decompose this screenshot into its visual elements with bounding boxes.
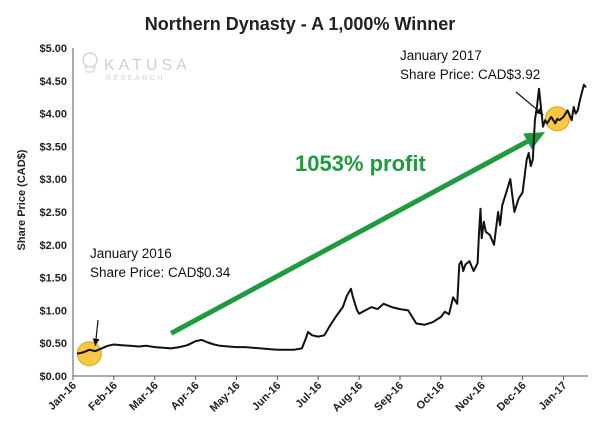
- y-tick-label: $0.00: [39, 371, 67, 383]
- profit-label: 1053% profit: [295, 151, 426, 176]
- x-tick-label: Sep-16: [372, 380, 406, 414]
- y-tick-label: $3.00: [39, 174, 67, 186]
- chart-title: Northern Dynasty - A 1,000% Winner: [145, 14, 456, 34]
- y-tick-label: $1.50: [39, 273, 67, 285]
- x-tick-label: Jul-16: [293, 380, 324, 411]
- annotation-start-date: January 2016: [90, 246, 172, 261]
- x-tick-label: Mar-16: [127, 380, 161, 414]
- y-tick-label: $0.50: [39, 338, 67, 350]
- y-axis-label: Share Price (CAD$): [16, 149, 28, 250]
- annotation-start-price: Share Price: CAD$0.34: [90, 265, 231, 280]
- series-line-share-price: [76, 83, 587, 355]
- x-tick-label: Aug-16: [330, 380, 365, 415]
- watermark-logo: KATUSA RESEARCH: [82, 52, 191, 82]
- x-tick-label: Dec-16: [495, 380, 529, 414]
- annotation-end-price: Share Price: CAD$3.92: [400, 67, 540, 82]
- annotation-end-date: January 2017: [400, 48, 482, 63]
- y-tick-label: $2.00: [39, 240, 67, 252]
- x-tick-label: May-16: [208, 380, 243, 415]
- x-tick-label: Apr-16: [169, 380, 202, 413]
- y-tick-label: $3.50: [39, 141, 67, 153]
- y-tick-labels: $0.00 $0.50 $1.00 $1.50 $2.00 $2.50 $3.00 $3.50…: [39, 43, 67, 383]
- y-tick-label: $5.00: [39, 43, 67, 55]
- annotation-start-pointer-head: [92, 338, 100, 346]
- y-tick-label: $2.50: [39, 207, 67, 219]
- y-tick-label: $4.00: [39, 109, 67, 121]
- y-tick-label: $1.00: [39, 305, 67, 317]
- annotation-end-pointer-head: [535, 107, 544, 115]
- x-tick-label: Nov-16: [453, 380, 487, 414]
- watermark-brand: KATUSA: [104, 57, 191, 74]
- x-tick-label: Feb-16: [86, 380, 120, 414]
- x-tick-label: Jan-16: [46, 380, 79, 413]
- y-tick-label: $4.50: [39, 76, 67, 88]
- x-tick-labels: Jan-16 Feb-16 Mar-16 Apr-16 May-16 Jun-16 Jul-…: [46, 376, 570, 414]
- watermark-sub: RESEARCH: [106, 75, 165, 82]
- x-tick-label: Jan-17: [536, 380, 569, 413]
- x-tick-label: Oct-16: [414, 380, 447, 413]
- x-tick-label: Jun-16: [250, 380, 284, 414]
